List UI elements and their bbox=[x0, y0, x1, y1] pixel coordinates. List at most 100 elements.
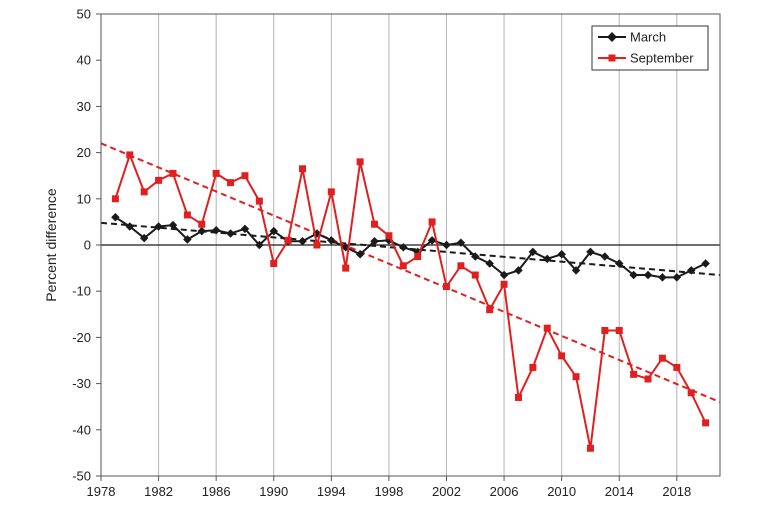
march-point bbox=[643, 270, 653, 280]
september-point bbox=[687, 389, 695, 397]
x-tick-label: 1986 bbox=[202, 484, 231, 499]
september-point bbox=[327, 188, 335, 196]
y-tick-label: 0 bbox=[84, 238, 91, 253]
march-point bbox=[269, 226, 278, 236]
september-point bbox=[529, 363, 537, 371]
march-point bbox=[111, 213, 120, 222]
september-point bbox=[586, 444, 594, 452]
september-point bbox=[313, 241, 321, 249]
march-point bbox=[197, 226, 207, 236]
september-point bbox=[442, 283, 450, 291]
legend-march-marker bbox=[607, 32, 617, 42]
september-point bbox=[558, 352, 566, 360]
september-point bbox=[255, 197, 263, 205]
march-point bbox=[485, 259, 494, 268]
y-tick-label: -50 bbox=[72, 469, 91, 484]
september-point bbox=[514, 393, 522, 401]
y-tick-label: -40 bbox=[72, 422, 91, 437]
march-point bbox=[571, 266, 581, 275]
march-point bbox=[456, 238, 466, 247]
september-point bbox=[673, 363, 681, 371]
y-tick-label: 50 bbox=[77, 7, 91, 22]
september-point bbox=[630, 370, 638, 378]
x-axis-ticks: 1978 1982 1986 1990 1994 1998 2002 2006 2010 2014… bbox=[87, 476, 691, 499]
march-point bbox=[629, 270, 638, 280]
march-point bbox=[658, 273, 667, 282]
september-point bbox=[500, 280, 508, 288]
march-point bbox=[370, 237, 379, 246]
september-point bbox=[155, 176, 163, 184]
september-point bbox=[471, 271, 479, 279]
september-point bbox=[543, 324, 551, 332]
september-point bbox=[658, 354, 666, 362]
x-tick-label: 2010 bbox=[547, 484, 576, 499]
september-point bbox=[356, 158, 364, 166]
september-point bbox=[644, 375, 652, 383]
x-tick-label: 1978 bbox=[87, 484, 116, 499]
september-point bbox=[270, 259, 278, 267]
september-point bbox=[227, 179, 235, 187]
march-point bbox=[327, 236, 336, 245]
september-point bbox=[572, 373, 580, 381]
september-point bbox=[702, 419, 710, 427]
x-tick-label: 1990 bbox=[259, 484, 288, 499]
march-point bbox=[614, 259, 624, 268]
march-point bbox=[355, 249, 365, 259]
march-point bbox=[211, 225, 221, 235]
x-tick-label: 2002 bbox=[432, 484, 461, 499]
legend: March September bbox=[591, 25, 709, 71]
y-tick-label: 40 bbox=[77, 53, 91, 68]
september-point bbox=[111, 195, 119, 203]
trendline-september bbox=[100, 142, 721, 404]
september-point bbox=[457, 262, 465, 270]
march-point bbox=[399, 243, 408, 252]
march-point bbox=[139, 233, 149, 243]
march-point bbox=[154, 222, 163, 231]
september-point bbox=[198, 220, 206, 228]
y-tick-label: -30 bbox=[72, 376, 91, 391]
september-point bbox=[212, 169, 220, 177]
september-point bbox=[140, 188, 148, 196]
september-point bbox=[601, 326, 609, 334]
march-point bbox=[183, 235, 192, 244]
march-point bbox=[499, 270, 509, 280]
september-point bbox=[284, 236, 292, 244]
september-point bbox=[414, 253, 422, 261]
september-point bbox=[385, 232, 393, 240]
x-tick-label: 2018 bbox=[662, 484, 691, 499]
march-point bbox=[226, 229, 235, 238]
september-point bbox=[399, 262, 407, 270]
september-point bbox=[241, 172, 249, 180]
march-point bbox=[686, 266, 696, 275]
march-point bbox=[298, 237, 307, 246]
y-tick-label: 10 bbox=[77, 191, 91, 206]
y-tick-label: 30 bbox=[77, 99, 91, 114]
september-point bbox=[615, 326, 623, 334]
september-point bbox=[299, 165, 307, 173]
september-point bbox=[342, 264, 350, 272]
legend-september-marker bbox=[608, 54, 616, 62]
september-point bbox=[126, 151, 134, 159]
x-tick-label: 1994 bbox=[317, 484, 346, 499]
march-point bbox=[427, 236, 437, 245]
y-axis-ticks: -50 -40 -30 -20 -10 0 10 20 30 40 50 bbox=[72, 7, 101, 484]
y-tick-label: -20 bbox=[72, 330, 91, 345]
september-point bbox=[169, 169, 177, 177]
september-point bbox=[183, 211, 191, 219]
y-axis-title: Percent difference bbox=[43, 188, 59, 302]
x-tick-label: 1998 bbox=[374, 484, 403, 499]
september-point bbox=[486, 306, 494, 314]
september-point bbox=[428, 218, 436, 226]
x-tick-label: 1982 bbox=[144, 484, 173, 499]
y-tick-label: 20 bbox=[77, 145, 91, 160]
x-tick-label: 2014 bbox=[605, 484, 634, 499]
y-tick-label: -10 bbox=[72, 284, 91, 299]
march-point bbox=[514, 266, 523, 275]
march-point bbox=[255, 240, 264, 250]
march-point bbox=[672, 273, 682, 282]
x-tick-label: 2006 bbox=[490, 484, 519, 499]
march-point bbox=[442, 240, 451, 250]
march-point bbox=[125, 222, 135, 231]
march-point bbox=[168, 220, 178, 230]
